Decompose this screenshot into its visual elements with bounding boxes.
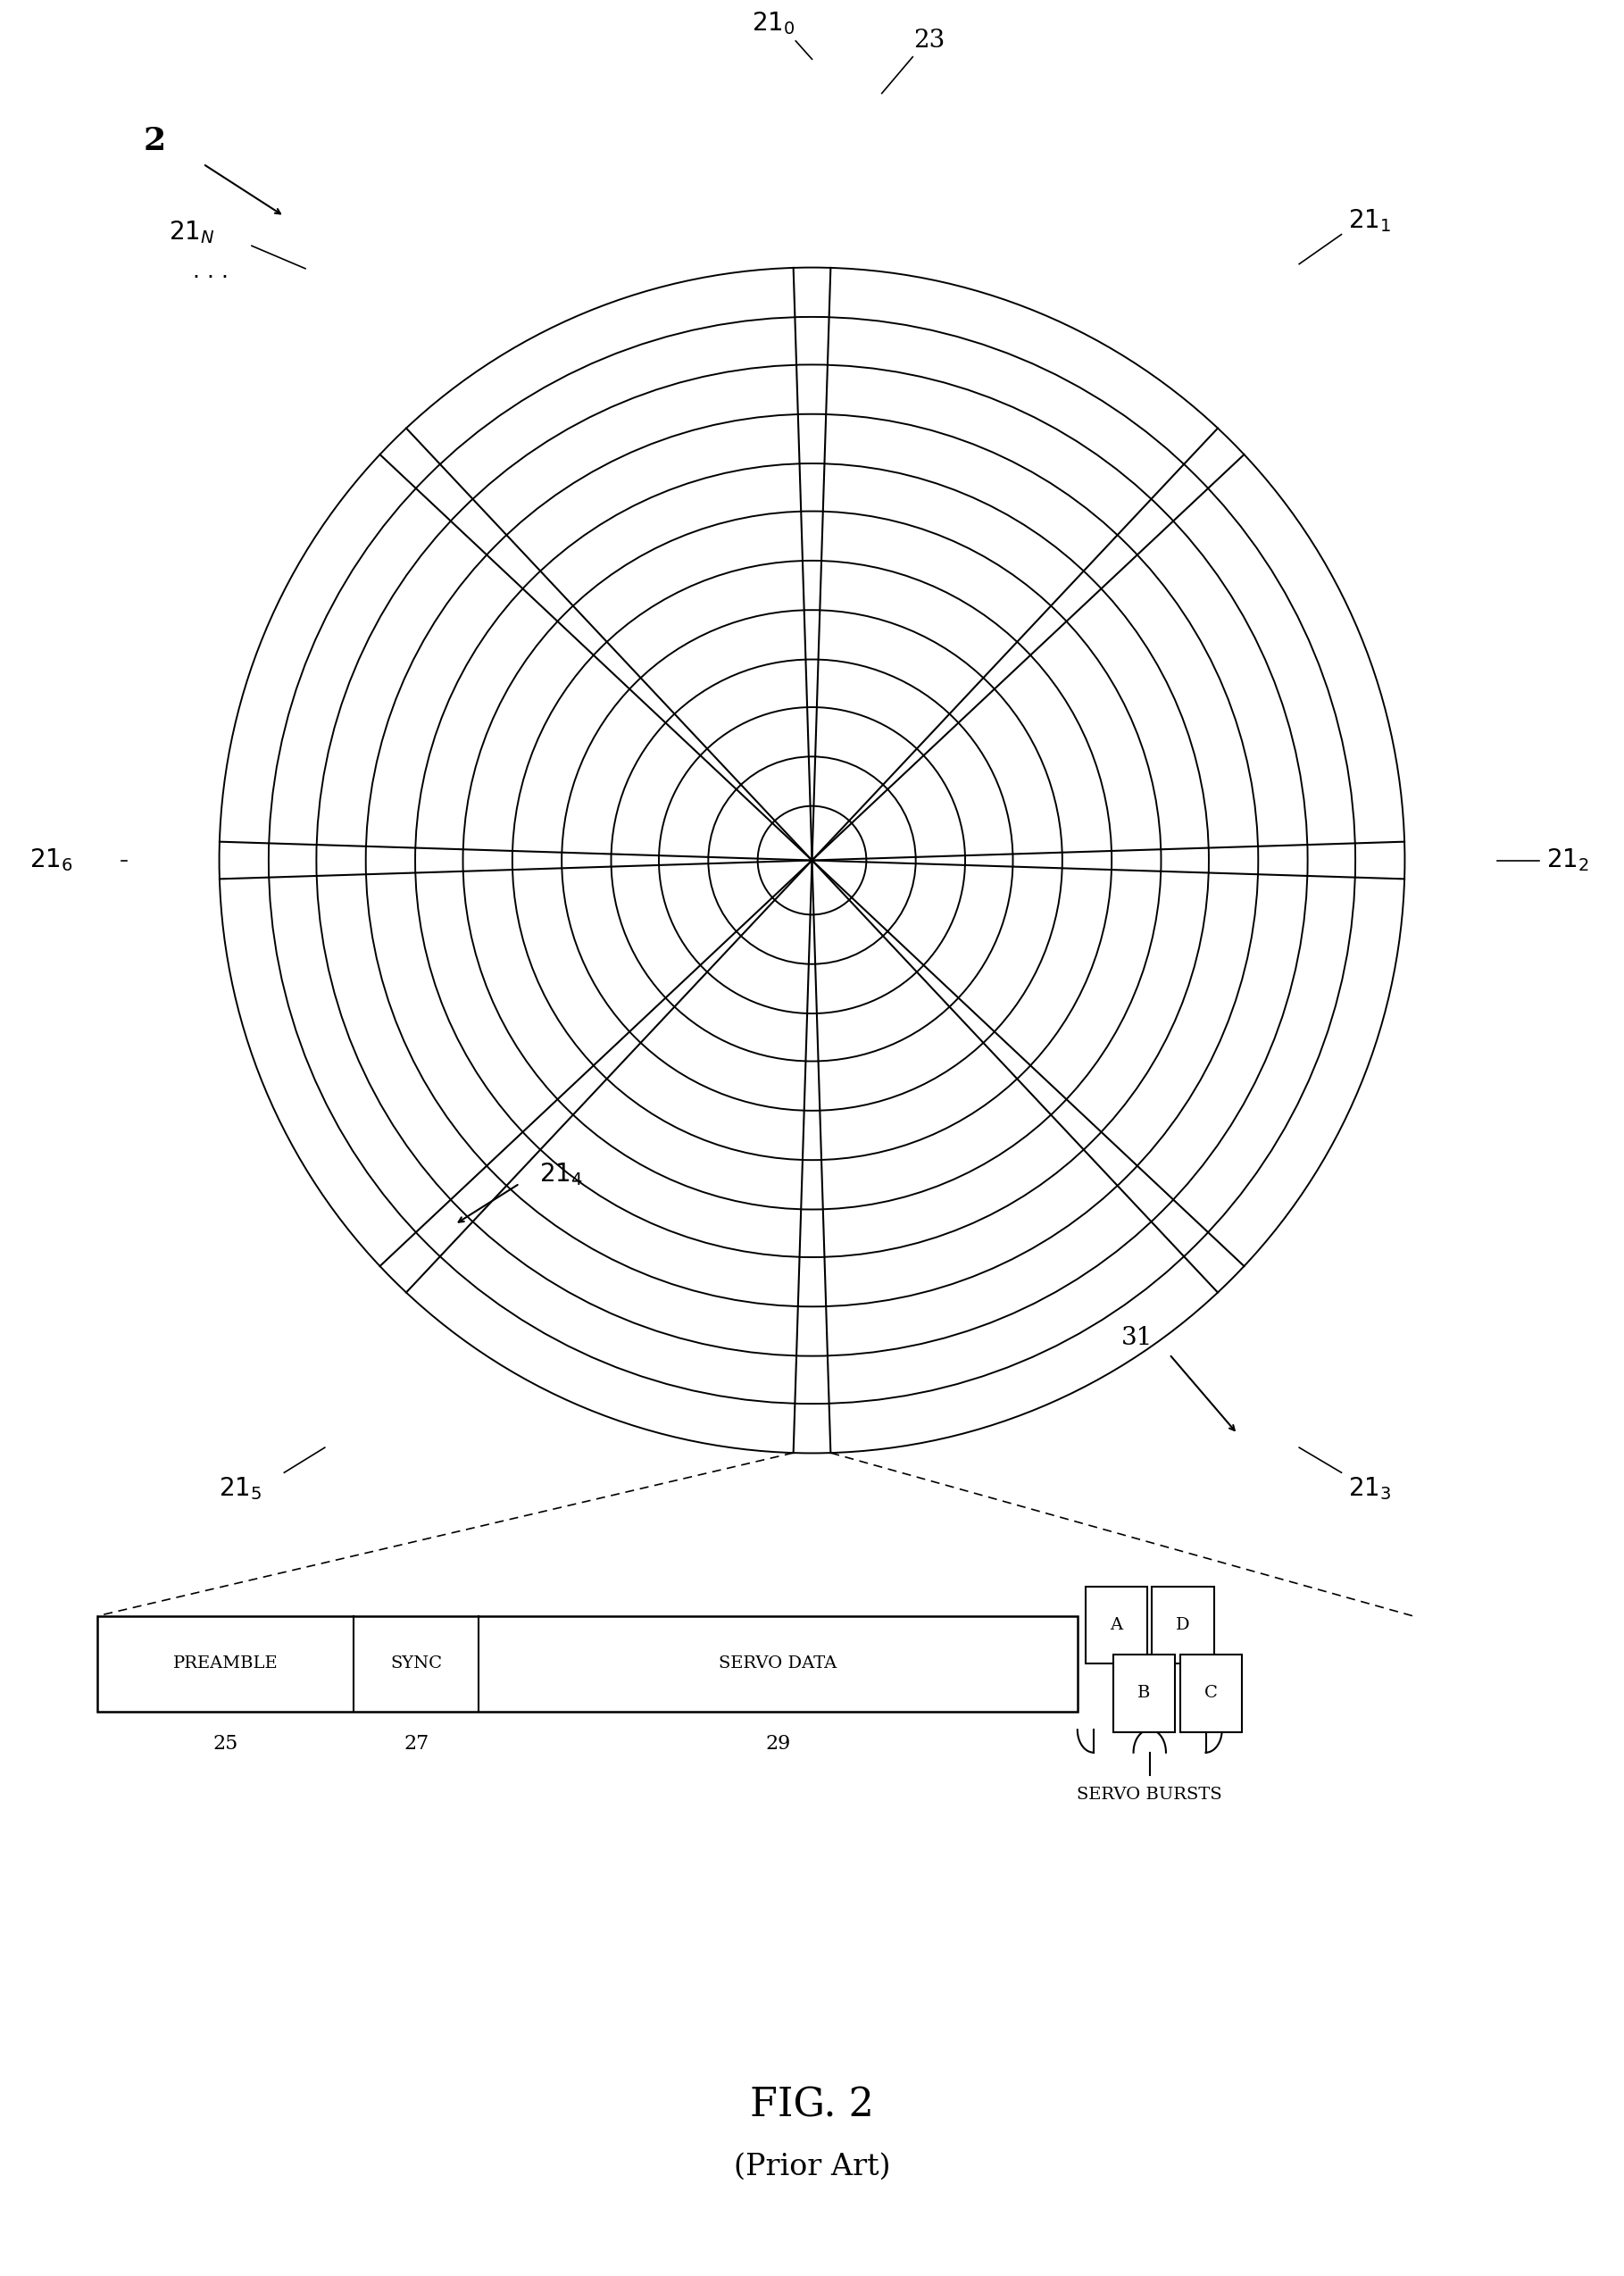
Text: 2: 2 — [143, 125, 166, 157]
Text: 27: 27 — [404, 1734, 429, 1755]
Bar — [1151, 1586, 1213, 1664]
Text: $21_4$: $21_4$ — [539, 1161, 583, 1188]
Bar — [97, 1616, 1077, 1712]
Text: $21_N$: $21_N$ — [169, 218, 214, 246]
Text: A: A — [1111, 1616, 1122, 1634]
Text: $21_1$: $21_1$ — [1348, 207, 1392, 234]
Text: 29: 29 — [765, 1734, 791, 1755]
Text: C: C — [1203, 1684, 1218, 1702]
Text: 31: 31 — [1121, 1327, 1153, 1350]
Text: B: B — [1138, 1684, 1151, 1702]
Text: SERVO DATA: SERVO DATA — [719, 1655, 838, 1673]
Text: SYNC: SYNC — [390, 1655, 442, 1673]
Bar — [1114, 1655, 1176, 1732]
Text: · · ·: · · · — [193, 266, 229, 289]
Text: $21_2$: $21_2$ — [1546, 847, 1588, 874]
Text: 25: 25 — [213, 1734, 239, 1755]
Text: $21_6$: $21_6$ — [29, 847, 73, 874]
Text: $21_3$: $21_3$ — [1348, 1475, 1392, 1502]
Text: FIG. 2: FIG. 2 — [750, 2087, 874, 2124]
Bar — [1085, 1586, 1147, 1664]
Text: PREAMBLE: PREAMBLE — [174, 1655, 278, 1673]
Text: D: D — [1176, 1616, 1190, 1634]
Text: SERVO BURSTS: SERVO BURSTS — [1077, 1787, 1223, 1803]
Bar — [1181, 1655, 1242, 1732]
Text: (Prior Art): (Prior Art) — [734, 2153, 890, 2180]
Text: 23: 23 — [913, 27, 945, 52]
Text: $21_5$: $21_5$ — [219, 1475, 261, 1502]
Text: $21_0$: $21_0$ — [752, 9, 794, 36]
